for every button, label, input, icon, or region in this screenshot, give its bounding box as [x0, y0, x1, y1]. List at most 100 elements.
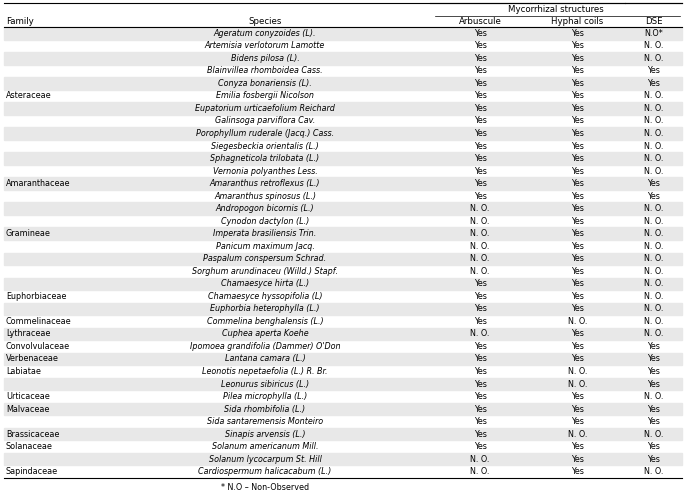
- Text: Cuphea aperta Koehe: Cuphea aperta Koehe: [222, 330, 308, 338]
- Bar: [4, 77, 682, 90]
- Text: Yes: Yes: [473, 129, 486, 138]
- Text: N. O.: N. O.: [471, 204, 490, 213]
- Text: N. O.: N. O.: [644, 116, 663, 126]
- Text: N. O.: N. O.: [644, 330, 663, 338]
- Text: Asteraceae: Asteraceae: [6, 92, 51, 100]
- Text: N. O.: N. O.: [471, 467, 490, 476]
- Text: Artemisia verlotorum Lamotte: Artemisia verlotorum Lamotte: [205, 42, 325, 50]
- Text: Species: Species: [248, 17, 282, 26]
- Text: Yes: Yes: [473, 66, 486, 76]
- Bar: [4, 152, 682, 165]
- Text: Yes: Yes: [473, 92, 486, 100]
- Text: N. O.: N. O.: [471, 254, 490, 264]
- Text: Gramineae: Gramineae: [6, 229, 51, 238]
- Text: Yes: Yes: [571, 54, 584, 63]
- Text: Yes: Yes: [647, 380, 660, 388]
- Bar: [4, 428, 682, 440]
- Text: N.O*: N.O*: [644, 29, 663, 38]
- Text: Yes: Yes: [473, 116, 486, 126]
- Text: Yes: Yes: [571, 142, 584, 150]
- Text: Yes: Yes: [571, 354, 584, 364]
- Text: Yes: Yes: [571, 79, 584, 88]
- Text: Yes: Yes: [473, 342, 486, 351]
- Text: Solanaceae: Solanaceae: [6, 442, 53, 451]
- Text: Pilea microphylla (L.): Pilea microphylla (L.): [223, 392, 307, 401]
- Text: Yes: Yes: [571, 292, 584, 301]
- Text: Amaranthus spinosus (L.): Amaranthus spinosus (L.): [214, 192, 316, 200]
- Text: N. O.: N. O.: [644, 54, 663, 63]
- Text: N. O.: N. O.: [471, 267, 490, 276]
- Bar: [4, 27, 682, 40]
- Text: Yes: Yes: [473, 29, 486, 38]
- Text: Yes: Yes: [571, 116, 584, 126]
- Bar: [4, 228, 682, 240]
- Text: Euphorbia heterophylla (L.): Euphorbia heterophylla (L.): [210, 304, 320, 314]
- Text: N. O.: N. O.: [644, 154, 663, 163]
- Text: Yes: Yes: [473, 442, 486, 451]
- Text: Yes: Yes: [571, 267, 584, 276]
- Text: Yes: Yes: [571, 330, 584, 338]
- Text: Yes: Yes: [473, 404, 486, 413]
- Text: Lantana camara (L.): Lantana camara (L.): [224, 354, 305, 364]
- Text: Yes: Yes: [647, 354, 660, 364]
- Text: Yes: Yes: [571, 442, 584, 451]
- Text: N. O.: N. O.: [471, 242, 490, 250]
- Text: N. O.: N. O.: [644, 392, 663, 401]
- Text: Yes: Yes: [571, 179, 584, 188]
- Text: Sinapis arvensis (L.): Sinapis arvensis (L.): [225, 430, 305, 438]
- Text: N. O.: N. O.: [644, 254, 663, 264]
- Text: Yes: Yes: [647, 342, 660, 351]
- Text: Yes: Yes: [571, 467, 584, 476]
- Text: Hyphal coils: Hyphal coils: [552, 17, 604, 26]
- Text: Andropogon bicornis (L.): Andropogon bicornis (L.): [215, 204, 314, 213]
- Text: Yes: Yes: [473, 430, 486, 438]
- Text: N. O.: N. O.: [644, 292, 663, 301]
- Text: Yes: Yes: [571, 242, 584, 250]
- Text: N. O.: N. O.: [644, 267, 663, 276]
- Text: Conyza bonariensis (L).: Conyza bonariensis (L).: [218, 79, 312, 88]
- Text: Sida santaremensis Monteiro: Sida santaremensis Monteiro: [207, 417, 323, 426]
- Text: Lythraceae: Lythraceae: [6, 330, 50, 338]
- Text: Yes: Yes: [571, 454, 584, 464]
- Text: Yes: Yes: [571, 417, 584, 426]
- Text: * N.O – Non-Observed: * N.O – Non-Observed: [221, 483, 309, 492]
- Text: Mycorrhizal structures: Mycorrhizal structures: [508, 5, 604, 14]
- Text: Yes: Yes: [473, 304, 486, 314]
- Text: Yes: Yes: [571, 92, 584, 100]
- Text: Sphagneticola trilobata (L.): Sphagneticola trilobata (L.): [211, 154, 320, 163]
- Bar: [4, 378, 682, 390]
- Text: Yes: Yes: [571, 280, 584, 288]
- Text: Panicum maximum Jacq.: Panicum maximum Jacq.: [215, 242, 314, 250]
- Bar: [4, 202, 682, 215]
- Text: Yes: Yes: [571, 254, 584, 264]
- Text: Yes: Yes: [571, 129, 584, 138]
- Text: Yes: Yes: [473, 354, 486, 364]
- Text: Yes: Yes: [473, 79, 486, 88]
- Text: N. O.: N. O.: [644, 280, 663, 288]
- Text: N. O.: N. O.: [644, 242, 663, 250]
- Text: Ageratum conyzoides (L).: Ageratum conyzoides (L).: [214, 29, 316, 38]
- Text: Yes: Yes: [571, 304, 584, 314]
- Text: Yes: Yes: [473, 179, 486, 188]
- Text: Convolvulaceae: Convolvulaceae: [6, 342, 70, 351]
- Text: Arbuscule: Arbuscule: [458, 17, 501, 26]
- Text: Leonurus sibiricus (L.): Leonurus sibiricus (L.): [221, 380, 309, 388]
- Text: N. O.: N. O.: [644, 430, 663, 438]
- Text: Ipomoea grandifolia (Dammer) O'Don: Ipomoea grandifolia (Dammer) O'Don: [190, 342, 340, 351]
- Text: N. O.: N. O.: [644, 142, 663, 150]
- Text: Commelinaceae: Commelinaceae: [6, 317, 71, 326]
- Bar: [4, 102, 682, 115]
- Text: Yes: Yes: [647, 192, 660, 200]
- Text: Family: Family: [6, 17, 34, 26]
- Bar: [4, 403, 682, 415]
- Text: N. O.: N. O.: [644, 166, 663, 175]
- Text: Emilia fosbergii Nicolson: Emilia fosbergii Nicolson: [216, 92, 314, 100]
- Text: Yes: Yes: [571, 392, 584, 401]
- Text: DSE: DSE: [645, 17, 662, 26]
- Text: Yes: Yes: [473, 417, 486, 426]
- Text: Yes: Yes: [571, 104, 584, 113]
- Text: Yes: Yes: [571, 192, 584, 200]
- Text: Yes: Yes: [473, 292, 486, 301]
- Text: N. O.: N. O.: [644, 467, 663, 476]
- Text: Yes: Yes: [473, 54, 486, 63]
